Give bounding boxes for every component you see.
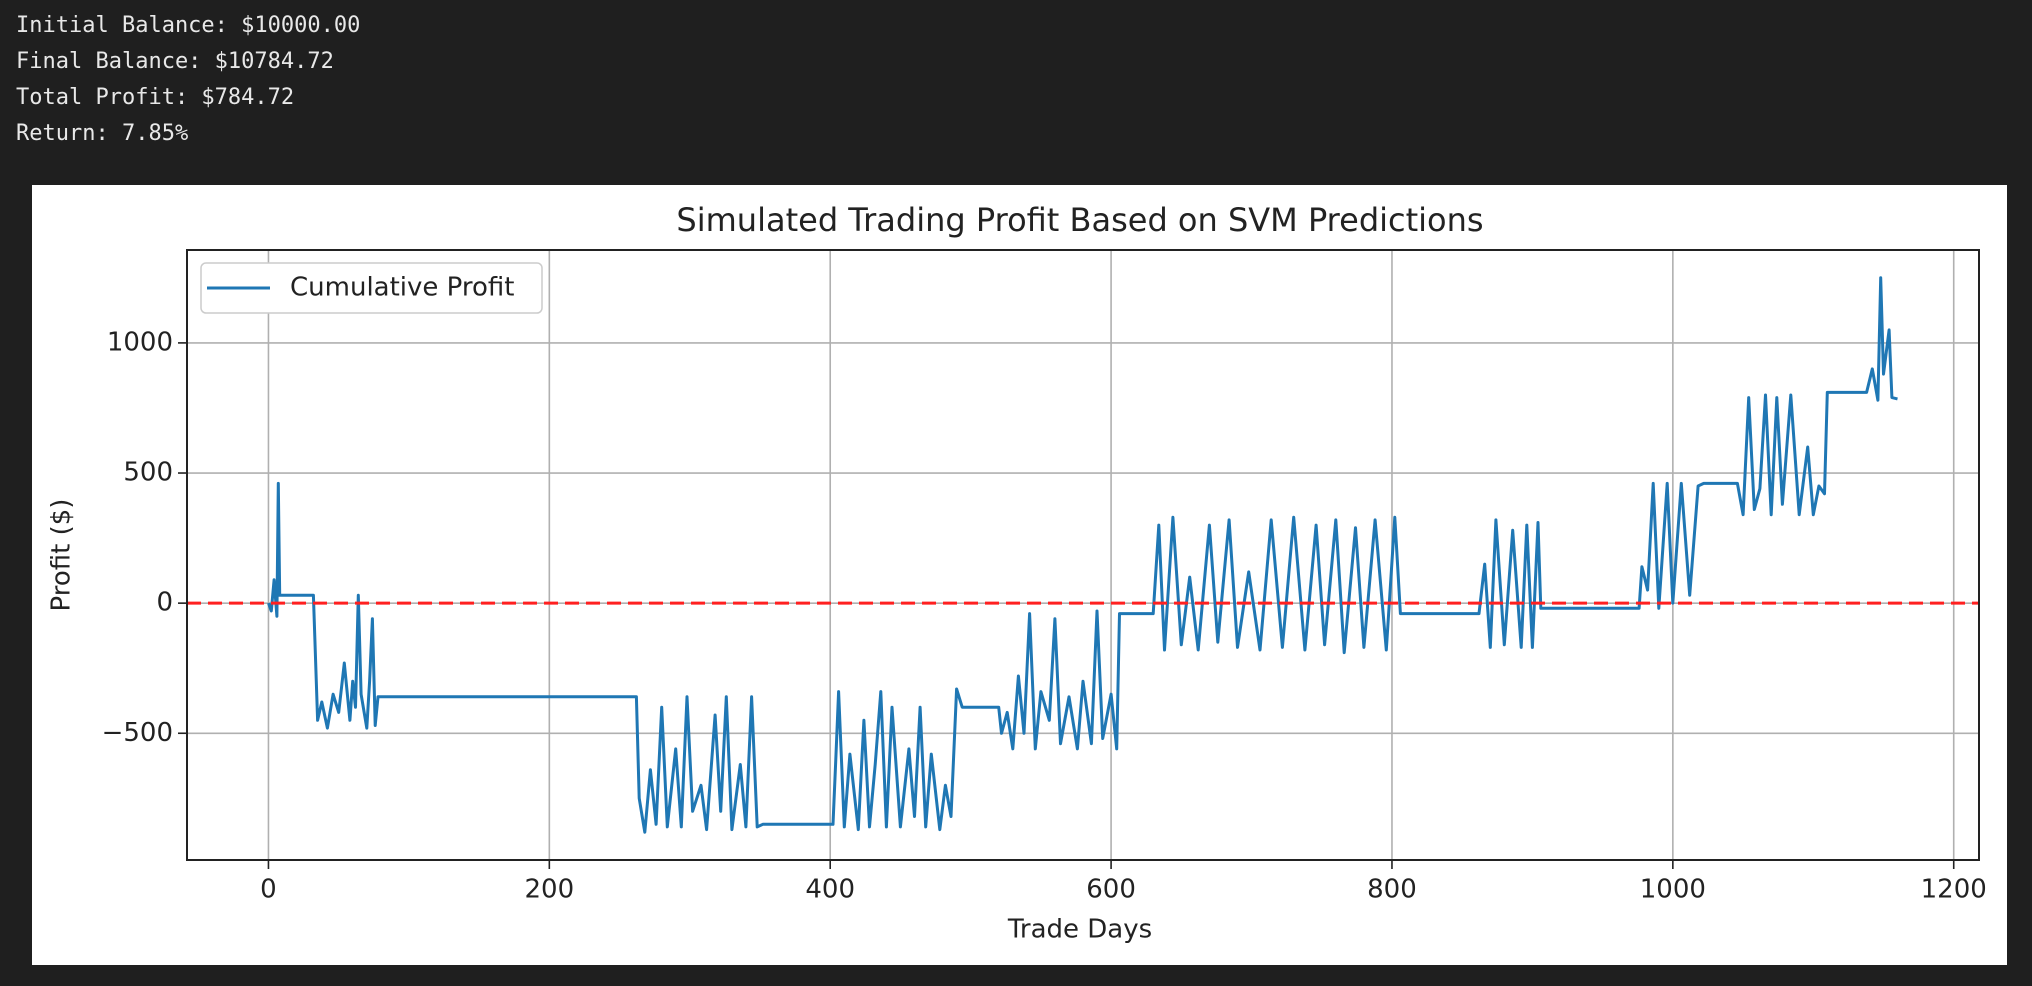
x-tick-label: 200 xyxy=(525,875,575,905)
chart-background xyxy=(32,185,2007,965)
x-tick-label: 600 xyxy=(1086,875,1136,905)
x-tick-label: 0 xyxy=(260,875,277,905)
cell-output: Initial Balance: $10000.00 Final Balance:… xyxy=(16,8,360,152)
y-tick-label: 0 xyxy=(156,588,173,618)
output-line: Total Profit: $784.72 xyxy=(16,85,295,110)
data-line xyxy=(267,276,1898,834)
legend: Cumulative Profit xyxy=(200,262,543,314)
x-tick-label: 400 xyxy=(805,875,855,905)
plot-frame xyxy=(186,249,1980,861)
x-tick-label: 1200 xyxy=(1921,875,1987,905)
chart-title: Simulated Trading Profit Based on SVM Pr… xyxy=(676,201,1483,239)
x-tick-label: 800 xyxy=(1367,875,1417,905)
y-tick-label: 500 xyxy=(123,458,173,488)
y-axis-label: Profit ($) xyxy=(47,499,77,612)
x-axis-label: Trade Days xyxy=(1007,915,1152,945)
x-tick-label: 1000 xyxy=(1640,875,1706,905)
legend-box xyxy=(200,262,543,314)
output-line: Initial Balance: $10000.00 xyxy=(16,13,361,38)
legend-label: Cumulative Profit xyxy=(290,273,514,303)
y-tick-label: 1000 xyxy=(107,327,173,357)
output-line: Return: 7.85% xyxy=(16,121,189,146)
y-tick-label: −500 xyxy=(102,718,173,748)
output-line: Final Balance: $10784.72 xyxy=(16,49,334,74)
